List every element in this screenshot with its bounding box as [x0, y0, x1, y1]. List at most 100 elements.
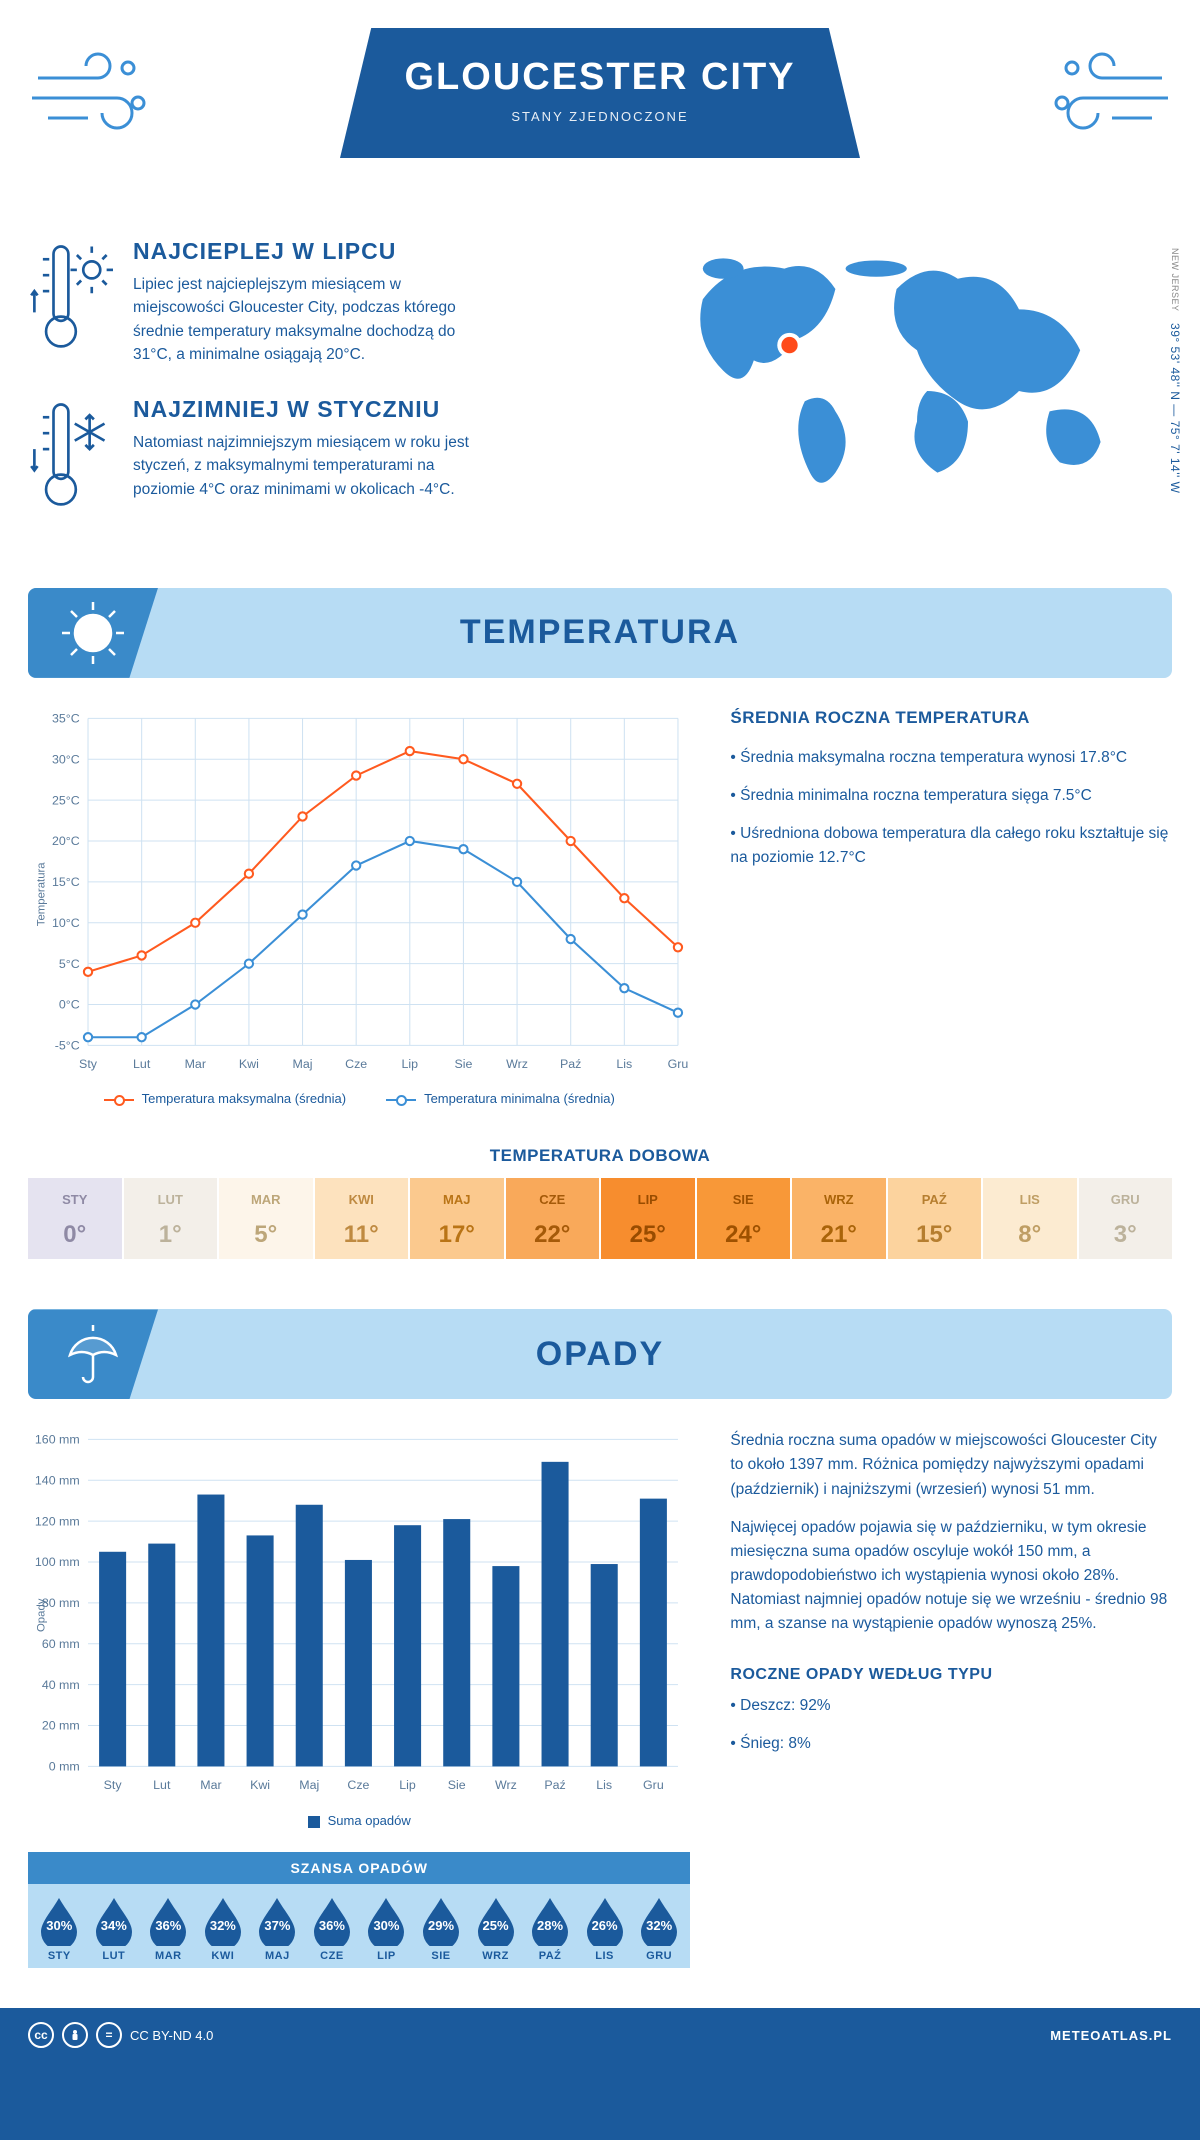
svg-text:Lip: Lip [402, 1057, 419, 1071]
coldest-title: NAJZIMNIEJ W STYCZNIU [133, 396, 493, 423]
chance-cell: 37%MAJ [250, 1894, 305, 1962]
daily-temp-title: TEMPERATURA DOBOWA [28, 1146, 1172, 1166]
svg-text:160 mm: 160 mm [35, 1433, 80, 1447]
chance-cell: 30%LIP [359, 1894, 414, 1962]
footer: cc = CC BY-ND 4.0 METEOATLAS.PL [0, 2008, 1200, 2062]
license-text: CC BY-ND 4.0 [130, 2028, 213, 2043]
svg-text:Gru: Gru [643, 1779, 664, 1793]
chance-cell: 32%GRU [632, 1894, 687, 1962]
wind-icon [1032, 48, 1172, 143]
daily-temp-table: STY0°LUT1°MAR5°KWI11°MAJ17°CZE22°LIP25°S… [28, 1178, 1172, 1259]
svg-text:Lip: Lip [399, 1779, 416, 1793]
temperature-row: -5°C0°C5°C10°C15°C20°C25°C30°C35°CStyLut… [28, 708, 1172, 1107]
wind-icon [28, 48, 168, 143]
svg-text:120 mm: 120 mm [35, 1515, 80, 1529]
svg-text:25°C: 25°C [52, 793, 80, 807]
chance-cell: 34%LUT [87, 1894, 142, 1962]
state-label: NEW JERSEY [1170, 248, 1180, 312]
daily-cell: STY0° [28, 1178, 122, 1259]
world-map-block: NEW JERSEY 39° 53' 48'' N — 75° 7' 14'' … [662, 238, 1172, 548]
svg-text:140 mm: 140 mm [35, 1474, 80, 1488]
chance-cell: 36%MAR [141, 1894, 196, 1962]
svg-text:30°C: 30°C [52, 752, 80, 766]
svg-text:Cze: Cze [345, 1057, 367, 1071]
precip-row: 0 mm20 mm40 mm60 mm80 mm100 mm120 mm140 … [28, 1429, 1172, 1968]
svg-text:Lis: Lis [596, 1779, 612, 1793]
chance-title: SZANSA OPADÓW [28, 1852, 690, 1884]
precip-type-item: Śnieg: 8% [730, 1732, 1172, 1756]
thermometer-hot-icon [28, 238, 113, 366]
temp-bullet: Średnia maksymalna roczna temperatura wy… [730, 746, 1172, 770]
daily-cell: WRZ21° [792, 1178, 886, 1259]
chance-cell: 36%CZE [305, 1894, 360, 1962]
daily-cell: MAR5° [219, 1178, 313, 1259]
svg-text:Temperatura: Temperatura [36, 862, 48, 927]
chance-cell: 26%LIS [577, 1894, 632, 1962]
precip-p1: Średnia roczna suma opadów w miejscowośc… [730, 1429, 1172, 1501]
svg-text:Wrz: Wrz [506, 1057, 528, 1071]
legend-max: Temperatura maksymalna (średnia) [104, 1091, 346, 1106]
chance-cell: 29%SIE [414, 1894, 469, 1962]
thermometer-cold-icon [28, 396, 113, 518]
site-name: METEOATLAS.PL [1050, 2028, 1172, 2043]
svg-text:Lis: Lis [616, 1057, 632, 1071]
cc-icon: cc [28, 2022, 54, 2048]
coords-value: 39° 53' 48'' N — 75° 7' 14'' W [1168, 323, 1182, 493]
precip-p2: Najwięcej opadów pojawia się w październ… [730, 1516, 1172, 1636]
warmest-text: Lipiec jest najcieplejszym miesiącem w m… [133, 273, 493, 366]
intro-section: NAJCIEPLEJ W LIPCU Lipiec jest najcieple… [28, 238, 1172, 548]
svg-text:Opady: Opady [36, 1599, 48, 1633]
warmest-title: NAJCIEPLEJ W LIPCU [133, 238, 493, 265]
svg-text:Kwi: Kwi [239, 1057, 259, 1071]
daily-cell: CZE22° [506, 1178, 600, 1259]
intro-text-column: NAJCIEPLEJ W LIPCU Lipiec jest najcieple… [28, 238, 622, 548]
temp-bullet: Średnia minimalna roczna temperatura się… [730, 784, 1172, 808]
daily-cell: SIE24° [697, 1178, 791, 1259]
country-subtitle: STANY ZJEDNOCZONE [340, 109, 860, 124]
svg-text:Sie: Sie [454, 1057, 472, 1071]
umbrella-icon [28, 1309, 158, 1399]
precip-type-item: Deszcz: 92% [730, 1694, 1172, 1718]
svg-text:0°C: 0°C [59, 998, 80, 1012]
daily-cell: GRU3° [1079, 1178, 1173, 1259]
svg-text:Mar: Mar [185, 1057, 206, 1071]
svg-text:Maj: Maj [293, 1057, 313, 1071]
coldest-block: NAJZIMNIEJ W STYCZNIU Natomiast najzimni… [28, 396, 622, 518]
coordinates: NEW JERSEY 39° 53' 48'' N — 75° 7' 14'' … [1168, 248, 1182, 493]
svg-text:Sty: Sty [104, 1779, 123, 1793]
legend-min: Temperatura minimalna (średnia) [386, 1091, 615, 1106]
temperature-title: TEMPERATURA [460, 613, 740, 652]
svg-text:40 mm: 40 mm [42, 1678, 80, 1692]
svg-text:-5°C: -5°C [55, 1038, 80, 1052]
svg-text:Paź: Paź [560, 1057, 581, 1071]
chance-cell: 30%STY [32, 1894, 87, 1962]
svg-text:Kwi: Kwi [250, 1779, 270, 1793]
svg-text:Sty: Sty [79, 1057, 98, 1071]
svg-text:Paź: Paź [544, 1779, 565, 1793]
title-banner: GLOUCESTER CITY STANY ZJEDNOCZONE [340, 28, 860, 158]
svg-text:Maj: Maj [299, 1779, 319, 1793]
license-block: cc = CC BY-ND 4.0 [28, 2022, 213, 2048]
temperature-chart: -5°C0°C5°C10°C15°C20°C25°C30°C35°CStyLut… [28, 708, 690, 1107]
chance-block: SZANSA OPADÓW 30%STY34%LUT36%MAR32%KWI37… [28, 1852, 690, 1968]
daily-cell: KWI11° [315, 1178, 409, 1259]
svg-text:Lut: Lut [153, 1779, 171, 1793]
svg-text:20 mm: 20 mm [42, 1719, 80, 1733]
chance-cell: 32%KWI [196, 1894, 251, 1962]
svg-text:Sie: Sie [448, 1779, 466, 1793]
avg-temp-title: ŚREDNIA ROCZNA TEMPERATURA [730, 708, 1172, 728]
svg-text:10°C: 10°C [52, 916, 80, 930]
daily-cell: PAŹ15° [888, 1178, 982, 1259]
temperature-header: TEMPERATURA [28, 588, 1172, 678]
daily-cell: MAJ17° [410, 1178, 504, 1259]
precip-type-title: ROCZNE OPADY WEDŁUG TYPU [730, 1666, 1172, 1684]
chance-cell: 25%WRZ [468, 1894, 523, 1962]
precip-summary: Średnia roczna suma opadów w miejscowośc… [730, 1429, 1172, 1968]
legend-sum: Suma opadów [308, 1813, 411, 1828]
svg-text:Cze: Cze [347, 1779, 369, 1793]
temperature-legend: Temperatura maksymalna (średnia) Tempera… [28, 1091, 690, 1106]
precip-type-block: ROCZNE OPADY WEDŁUG TYPU Deszcz: 92% Śnie… [730, 1666, 1172, 1756]
coldest-text: Natomiast najzimniejszym miesiącem w rok… [133, 431, 493, 501]
svg-text:60 mm: 60 mm [42, 1637, 80, 1651]
svg-text:100 mm: 100 mm [35, 1556, 80, 1570]
